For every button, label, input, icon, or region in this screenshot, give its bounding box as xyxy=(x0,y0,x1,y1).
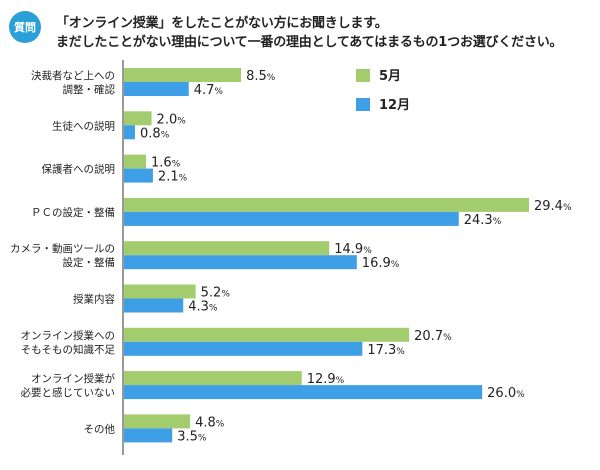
category-label-4-line-1: 設定・整備 xyxy=(63,256,116,269)
value-label-may-5: 5.2% xyxy=(201,286,231,301)
value-label-dec-5: 4.3% xyxy=(188,300,218,315)
question-badge: 質問 xyxy=(9,11,41,43)
category-label-6-line-1: そもそもの知識不足 xyxy=(21,343,116,356)
value-label-may-6: 20.7% xyxy=(414,329,452,344)
bar-dec-4 xyxy=(124,255,357,270)
bar-dec-1 xyxy=(124,125,136,140)
value-label-dec-7: 26.0% xyxy=(487,386,525,401)
value-label-may-4: 14.9% xyxy=(334,242,372,257)
legend-swatch-dec xyxy=(356,98,370,111)
category-label-0-line-0: 決裁者など上への xyxy=(31,69,115,82)
bar-dec-8 xyxy=(124,428,173,443)
bar-may-8 xyxy=(124,414,191,429)
category-label-0-line-1: 調整・確認 xyxy=(63,83,116,96)
category-label-5-line-0: 授業内容 xyxy=(73,293,115,306)
category-label-2-line-0: 保護者への説明 xyxy=(42,163,116,176)
value-label-dec-1: 0.8% xyxy=(140,126,170,141)
bar-dec-6 xyxy=(124,341,363,356)
value-label-dec-8: 3.5% xyxy=(177,429,207,444)
bar-may-2 xyxy=(124,154,147,169)
bar-may-6 xyxy=(124,327,410,342)
category-label-4-line-0: カメラ・動画ツールの xyxy=(10,242,115,255)
bar-may-7 xyxy=(124,371,302,386)
category-label-6-line-0: オンライン授業への xyxy=(21,329,116,342)
bar-may-4 xyxy=(124,241,330,256)
category-label-3-line-0: ＰＣの設定・整備 xyxy=(31,206,115,219)
bar-dec-5 xyxy=(124,298,184,313)
value-label-may-8: 4.8% xyxy=(195,415,225,430)
bar-dec-7 xyxy=(124,385,483,400)
category-label-8-line-0: その他 xyxy=(84,422,116,435)
question-text-line-2: まだしたことがない理由について一番の理由としてあてはまるもの1つお選びください。 xyxy=(56,35,563,50)
legend-label-dec: 12月 xyxy=(379,98,410,113)
bar-dec-2 xyxy=(124,168,153,183)
bar-dec-3 xyxy=(124,211,459,226)
bar-dec-0 xyxy=(124,82,189,96)
value-label-may-7: 12.9% xyxy=(307,372,345,387)
bar-may-5 xyxy=(124,284,196,299)
value-label-dec-3: 24.3% xyxy=(464,213,502,228)
question-text-line-1: 「オンライン授業」をしたことがない方にお聞きします。 xyxy=(56,16,388,31)
value-label-may-2: 1.6% xyxy=(151,156,181,171)
value-label-may-1: 2.0% xyxy=(157,112,187,127)
bar-may-0 xyxy=(124,68,242,82)
category-label-7-line-1: 必要と感じていない xyxy=(21,386,116,399)
value-label-dec-2: 2.1% xyxy=(158,170,188,185)
bar-may-1 xyxy=(124,111,152,126)
value-label-dec-6: 17.3% xyxy=(367,343,405,358)
legend-swatch-may xyxy=(356,69,370,82)
category-label-1-line-0: 生徒への説明 xyxy=(52,119,115,132)
value-label-may-3: 29.4% xyxy=(534,199,572,214)
value-label-may-0: 8.5% xyxy=(246,69,276,84)
bar-may-3 xyxy=(124,197,529,212)
legend-label-may: 5月 xyxy=(379,69,401,84)
category-label-7-line-0: オンライン授業が xyxy=(31,372,115,385)
value-label-dec-0: 4.7% xyxy=(194,83,224,98)
value-label-dec-4: 16.9% xyxy=(362,256,400,271)
